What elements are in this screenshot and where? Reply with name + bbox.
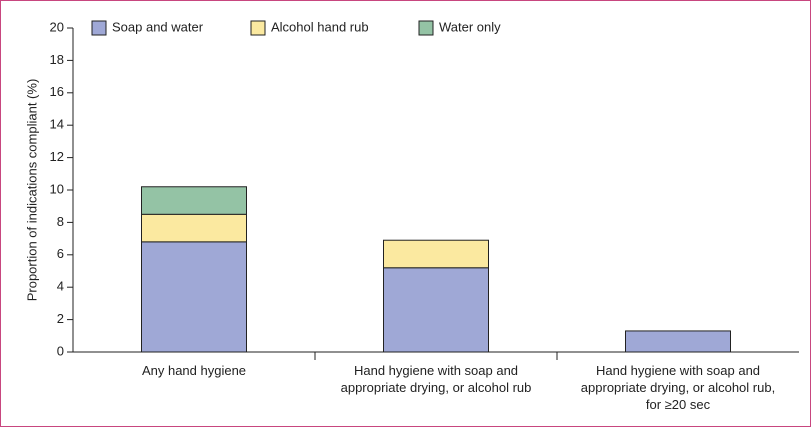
bar-segment [383, 239, 489, 269]
y-tick-label: 18 [50, 52, 64, 67]
y-tick-label: 20 [50, 19, 64, 34]
x-tick-label: Hand hygiene with soap and appropriate d… [580, 363, 776, 412]
bar-segment [383, 267, 489, 353]
bar-segment [141, 241, 247, 353]
x-tick-label: Any hand hygiene [141, 363, 247, 378]
y-tick-label: 8 [57, 214, 64, 229]
y-tick-label: 6 [57, 246, 64, 261]
y-tick-label: 16 [50, 84, 64, 99]
y-tick-label: 0 [57, 343, 64, 358]
y-tick-label: 12 [50, 149, 64, 164]
legend-label: Water only [439, 19, 501, 34]
y-tick-label: 2 [57, 311, 64, 326]
legend-swatch [418, 20, 434, 36]
legend-swatch [250, 20, 266, 36]
y-tick-label: 14 [50, 117, 64, 132]
bar-segment [625, 330, 731, 353]
y-axis-label: Proportion of indications compliant (%) [24, 79, 39, 302]
y-tick-label: 10 [50, 181, 64, 196]
legend-label: Alcohol hand rub [271, 19, 369, 34]
y-tick-label: 4 [57, 279, 64, 294]
bar-segment [141, 213, 247, 243]
legend-label: Soap and water [112, 19, 204, 34]
legend-swatch [91, 20, 107, 36]
bar-segment [141, 186, 247, 215]
x-tick-label: Hand hygiene with soap and appropriate d… [340, 363, 532, 395]
